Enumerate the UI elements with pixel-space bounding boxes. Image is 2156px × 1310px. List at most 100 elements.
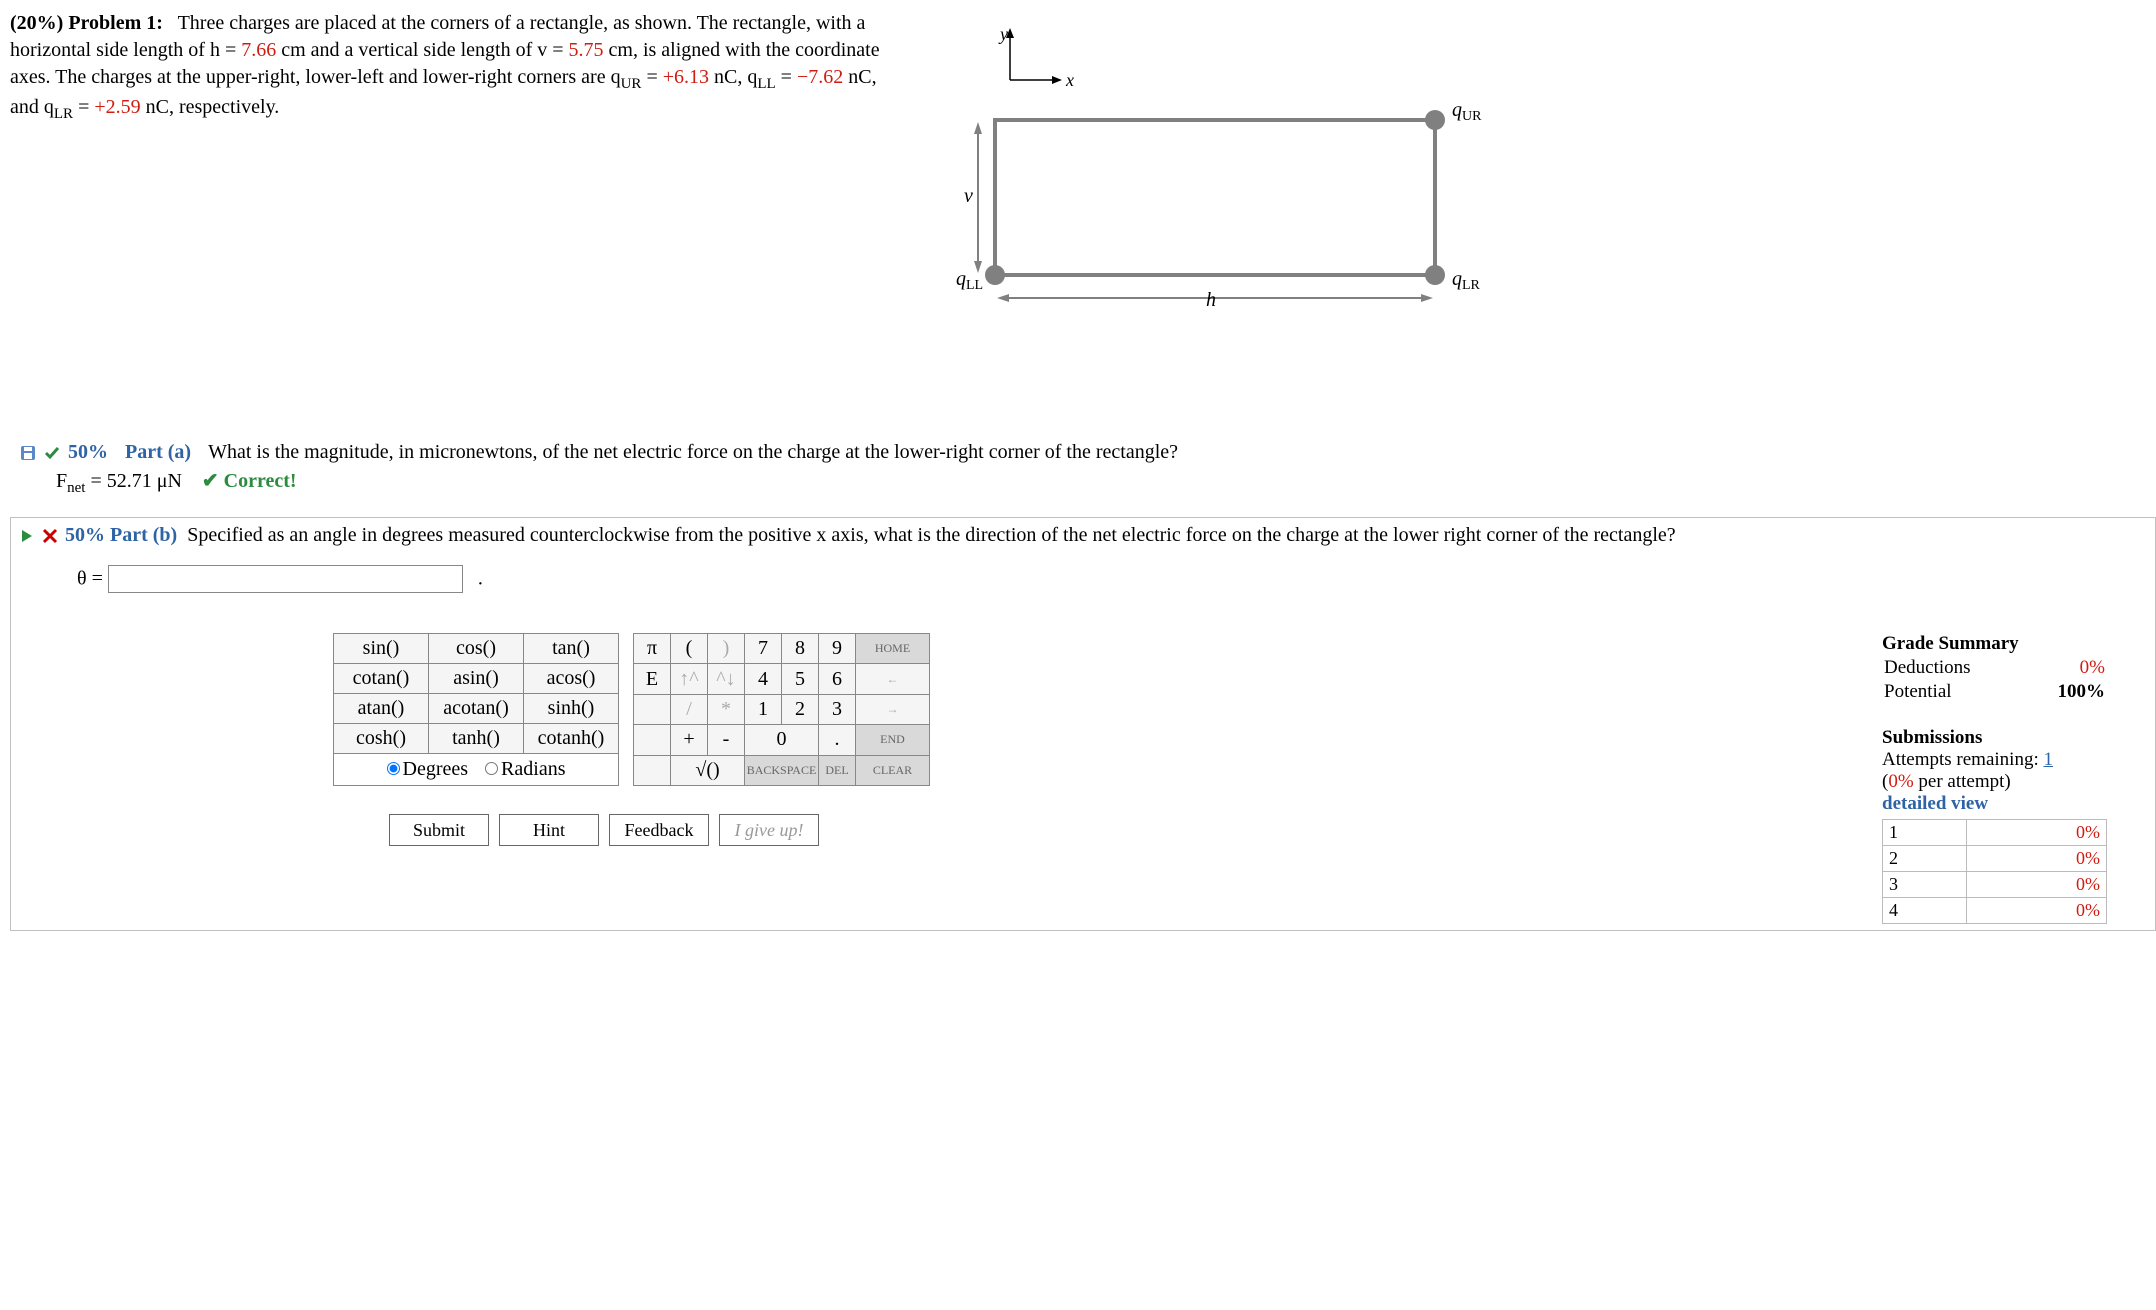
text-seg: =	[776, 66, 797, 88]
key-8[interactable]: 8	[782, 634, 819, 664]
diagram: y x q UR q LL q LR v h	[950, 10, 1510, 325]
attempt-score: 0%	[1966, 898, 2106, 924]
part-b-header: 50% Part (b) Specified as an angle in de…	[19, 524, 2147, 547]
key-rparen[interactable]: )	[708, 634, 745, 664]
key-lparen[interactable]: (	[671, 634, 708, 664]
disk-icon	[20, 445, 36, 461]
key-sinh[interactable]: sinh()	[524, 694, 619, 724]
key-2[interactable]: 2	[782, 694, 819, 724]
key-right[interactable]: →	[856, 694, 930, 724]
correct-text: Correct!	[224, 470, 297, 492]
problem-statement: (20%) Problem 1: Three charges are place…	[10, 10, 910, 125]
key-slash[interactable]: /	[671, 694, 708, 724]
key-clear[interactable]: CLEAR	[856, 755, 930, 785]
qlr-value: +2.59	[94, 96, 140, 118]
per-attempt-line: (0% per attempt)	[1882, 771, 2107, 793]
part-a-header: 50% Part (a) What is the magnitude, in m…	[20, 441, 2156, 464]
key-minus[interactable]: -	[708, 725, 745, 755]
sub: LL	[757, 76, 775, 92]
key-atan[interactable]: atan()	[334, 694, 429, 724]
attempt-num: 3	[1883, 872, 1967, 898]
part-a-question: What is the magnitude, in micronewtons, …	[208, 441, 1178, 464]
attempt-num: 1	[1883, 820, 1967, 846]
key-4[interactable]: 4	[745, 664, 782, 694]
answer-sub: net	[67, 480, 85, 496]
submit-button[interactable]: Submit	[389, 814, 489, 846]
key-tan[interactable]: tan()	[524, 634, 619, 664]
svg-text:LL: LL	[966, 278, 983, 293]
key-backspace[interactable]: BACKSPACE	[745, 755, 819, 785]
radians-radio[interactable]	[485, 762, 498, 775]
answer-input[interactable]	[108, 565, 463, 593]
key-cotanh[interactable]: cotanh()	[524, 724, 619, 754]
svg-text:v: v	[964, 185, 973, 207]
attempt-score: 0%	[1966, 820, 2106, 846]
attempt-score: 0%	[1966, 846, 2106, 872]
potential-label: Potential	[1884, 681, 2025, 703]
check-icon	[44, 445, 60, 461]
submissions-title: Submissions	[1882, 727, 2107, 749]
deductions-value: 0%	[2027, 657, 2105, 679]
action-buttons: Submit Hint Feedback I give up!	[389, 814, 930, 846]
key-sin[interactable]: sin()	[334, 634, 429, 664]
problem-row: (20%) Problem 1: Three charges are place…	[10, 10, 2156, 325]
key-acotan[interactable]: acotan()	[429, 694, 524, 724]
v-value: 5.75	[569, 39, 604, 61]
radians-radio-label[interactable]: Radians	[485, 758, 565, 780]
qur-label: q	[1452, 99, 1462, 121]
key-down[interactable]: ^↓	[708, 664, 745, 694]
angle-mode-row: Degrees Radians	[334, 754, 618, 785]
key-end[interactable]: END	[856, 725, 930, 755]
key-pi[interactable]: π	[634, 634, 671, 664]
answer-field-row: θ = .	[19, 565, 2147, 593]
key-plus[interactable]: +	[671, 725, 708, 755]
axis-x-label: x	[1065, 70, 1074, 90]
attempt-num: 2	[1883, 846, 1967, 872]
key-9[interactable]: 9	[819, 634, 856, 664]
key-home[interactable]: HOME	[856, 634, 930, 664]
trig-keypad: sin() cos() tan() cotan() asin() acos() …	[333, 633, 619, 786]
giveup-button[interactable]: I give up!	[719, 814, 819, 846]
key-3[interactable]: 3	[819, 694, 856, 724]
theta-label: θ =	[77, 568, 108, 590]
key-cosh[interactable]: cosh()	[334, 724, 429, 754]
key-del[interactable]: DEL	[819, 755, 856, 785]
attempt-score: 0%	[1966, 872, 2106, 898]
key-up[interactable]: ↑^	[671, 664, 708, 694]
qur-value: +6.13	[663, 66, 709, 88]
key-0[interactable]: 0	[745, 725, 819, 755]
key-1[interactable]: 1	[745, 694, 782, 724]
attempt-num: 4	[1883, 898, 1967, 924]
text-seg: =	[73, 96, 94, 118]
sub: UR	[621, 76, 642, 92]
feedback-button[interactable]: Feedback	[609, 814, 709, 846]
x-icon	[42, 528, 58, 544]
degrees-radio[interactable]	[387, 762, 400, 775]
problem-weight: (20%)	[10, 12, 63, 34]
key-tanh[interactable]: tanh()	[429, 724, 524, 754]
hint-button[interactable]: Hint	[499, 814, 599, 846]
key-left[interactable]: ←	[856, 664, 930, 694]
key-cotan[interactable]: cotan()	[334, 664, 429, 694]
degrees-radio-label[interactable]: Degrees	[387, 758, 469, 780]
key-acos[interactable]: acos()	[524, 664, 619, 694]
key-cos[interactable]: cos()	[429, 634, 524, 664]
svg-text:LR: LR	[1462, 278, 1481, 293]
deductions-label: Deductions	[1884, 657, 2025, 679]
key-e[interactable]: E	[634, 664, 671, 694]
detailed-view-link[interactable]: detailed view	[1882, 793, 2107, 815]
text-seg: cm and a vertical side length of v =	[276, 39, 568, 61]
key-7[interactable]: 7	[745, 634, 782, 664]
key-5[interactable]: 5	[782, 664, 819, 694]
key-dot[interactable]: .	[819, 725, 856, 755]
attempts-label: Attempts remaining:	[1882, 749, 2043, 770]
qll-label: q	[956, 268, 966, 290]
answer-val: = 52.71 μN	[85, 470, 181, 492]
key-asin[interactable]: asin()	[429, 664, 524, 694]
part-a-block: 50% Part (a) What is the magnitude, in m…	[10, 441, 2156, 497]
key-star[interactable]: *	[708, 694, 745, 724]
part-a-answer: Fnet = 52.71 μN ✔ Correct!	[20, 468, 2156, 497]
key-blank3	[634, 755, 671, 785]
key-6[interactable]: 6	[819, 664, 856, 694]
key-sqrt[interactable]: √()	[671, 755, 745, 785]
